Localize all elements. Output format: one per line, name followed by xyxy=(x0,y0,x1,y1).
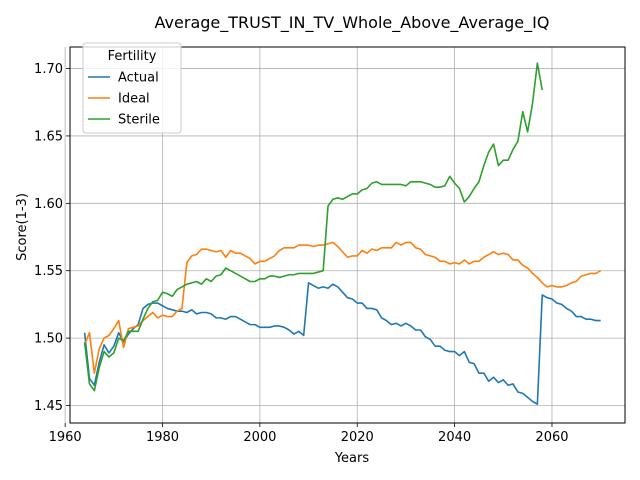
legend-title: Fertility xyxy=(108,49,157,64)
legend-label-sterile: Sterile xyxy=(118,113,160,128)
series-line-actual xyxy=(83,282,601,405)
chart-title: Average_TRUST_IN_TV_Whole_Above_Average_… xyxy=(155,13,550,33)
legend-entries: Actual Ideal Sterile xyxy=(88,71,160,128)
y-tick-label: 1.45 xyxy=(34,399,63,414)
y-tick-label: 1.65 xyxy=(34,129,63,144)
plot-frame xyxy=(69,46,626,424)
y-axis-label: Score(1-3) xyxy=(15,193,30,261)
y-tick-label: 1.50 xyxy=(34,332,63,347)
y-tick-label: 1.70 xyxy=(34,62,63,77)
legend-label-ideal: Ideal xyxy=(118,92,150,107)
y-tick-label: 1.60 xyxy=(34,197,63,212)
y-tick-label: 1.55 xyxy=(34,264,63,279)
x-tick-label: 2000 xyxy=(243,430,276,445)
legend: Fertility Actual Ideal Sterile xyxy=(82,42,182,134)
series-line-ideal xyxy=(83,241,602,374)
axis-ticks: 1960 1980 2000 2020 2040 2060 1.45 1.50 1.55 1.60… xyxy=(34,62,568,445)
series-lines xyxy=(83,62,602,405)
x-axis-label: Years xyxy=(334,451,370,466)
series-line-sterile xyxy=(83,62,544,392)
x-tick-label: 1980 xyxy=(146,430,179,445)
grid-lines xyxy=(64,47,625,423)
x-tick-label: 2020 xyxy=(341,430,374,445)
x-tick-label: 2060 xyxy=(535,430,568,445)
x-tick-label: 1960 xyxy=(49,430,82,445)
x-tick-label: 2040 xyxy=(438,430,471,445)
legend-label-actual: Actual xyxy=(118,71,159,86)
legend-box xyxy=(82,42,182,134)
